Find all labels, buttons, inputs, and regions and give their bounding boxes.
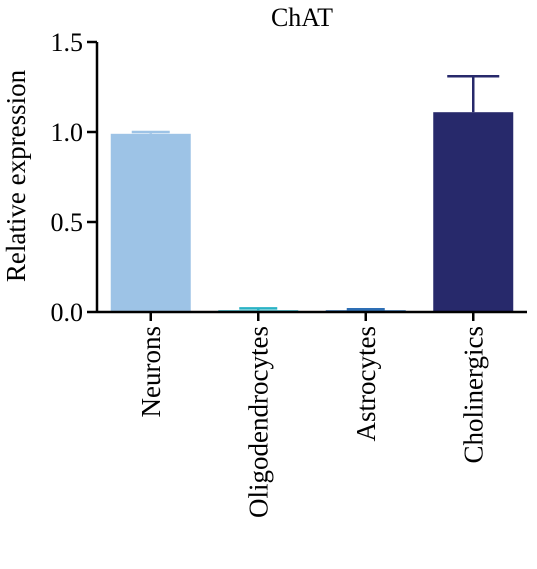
y-tick-label: 1.5	[51, 28, 84, 57]
bar-neurons	[110, 133, 191, 312]
y-tick-label: 0.5	[51, 208, 84, 237]
x-tick-label-neurons: Neurons	[136, 326, 166, 417]
x-tick-label-astrocytes: Astrocytes	[351, 326, 381, 441]
bar-cholinergics	[433, 112, 514, 312]
x-tick-label-oligodendrocytes: Oligodendrocytes	[243, 326, 273, 518]
y-tick-label: 0.0	[51, 298, 84, 327]
error-bar-neurons	[131, 130, 170, 134]
y-axis-label: Relative expression	[1, 69, 31, 282]
error-bar-oligodendrocytes	[239, 307, 278, 311]
bars-group	[110, 112, 514, 312]
x-tick-label-cholinergics: Cholinergics	[458, 326, 488, 464]
chart-title: ChAT	[271, 3, 333, 32]
x-axis: Neurons Oligodendrocytes Astrocytes Choline…	[97, 310, 527, 518]
error-bars-group	[131, 74, 500, 311]
error-bar-cholinergics	[447, 74, 500, 113]
y-axis: 0.0 0.5 1.0 1.5	[51, 28, 99, 327]
y-tick-label: 1.0	[51, 118, 84, 147]
error-bar-astrocytes	[346, 308, 385, 311]
